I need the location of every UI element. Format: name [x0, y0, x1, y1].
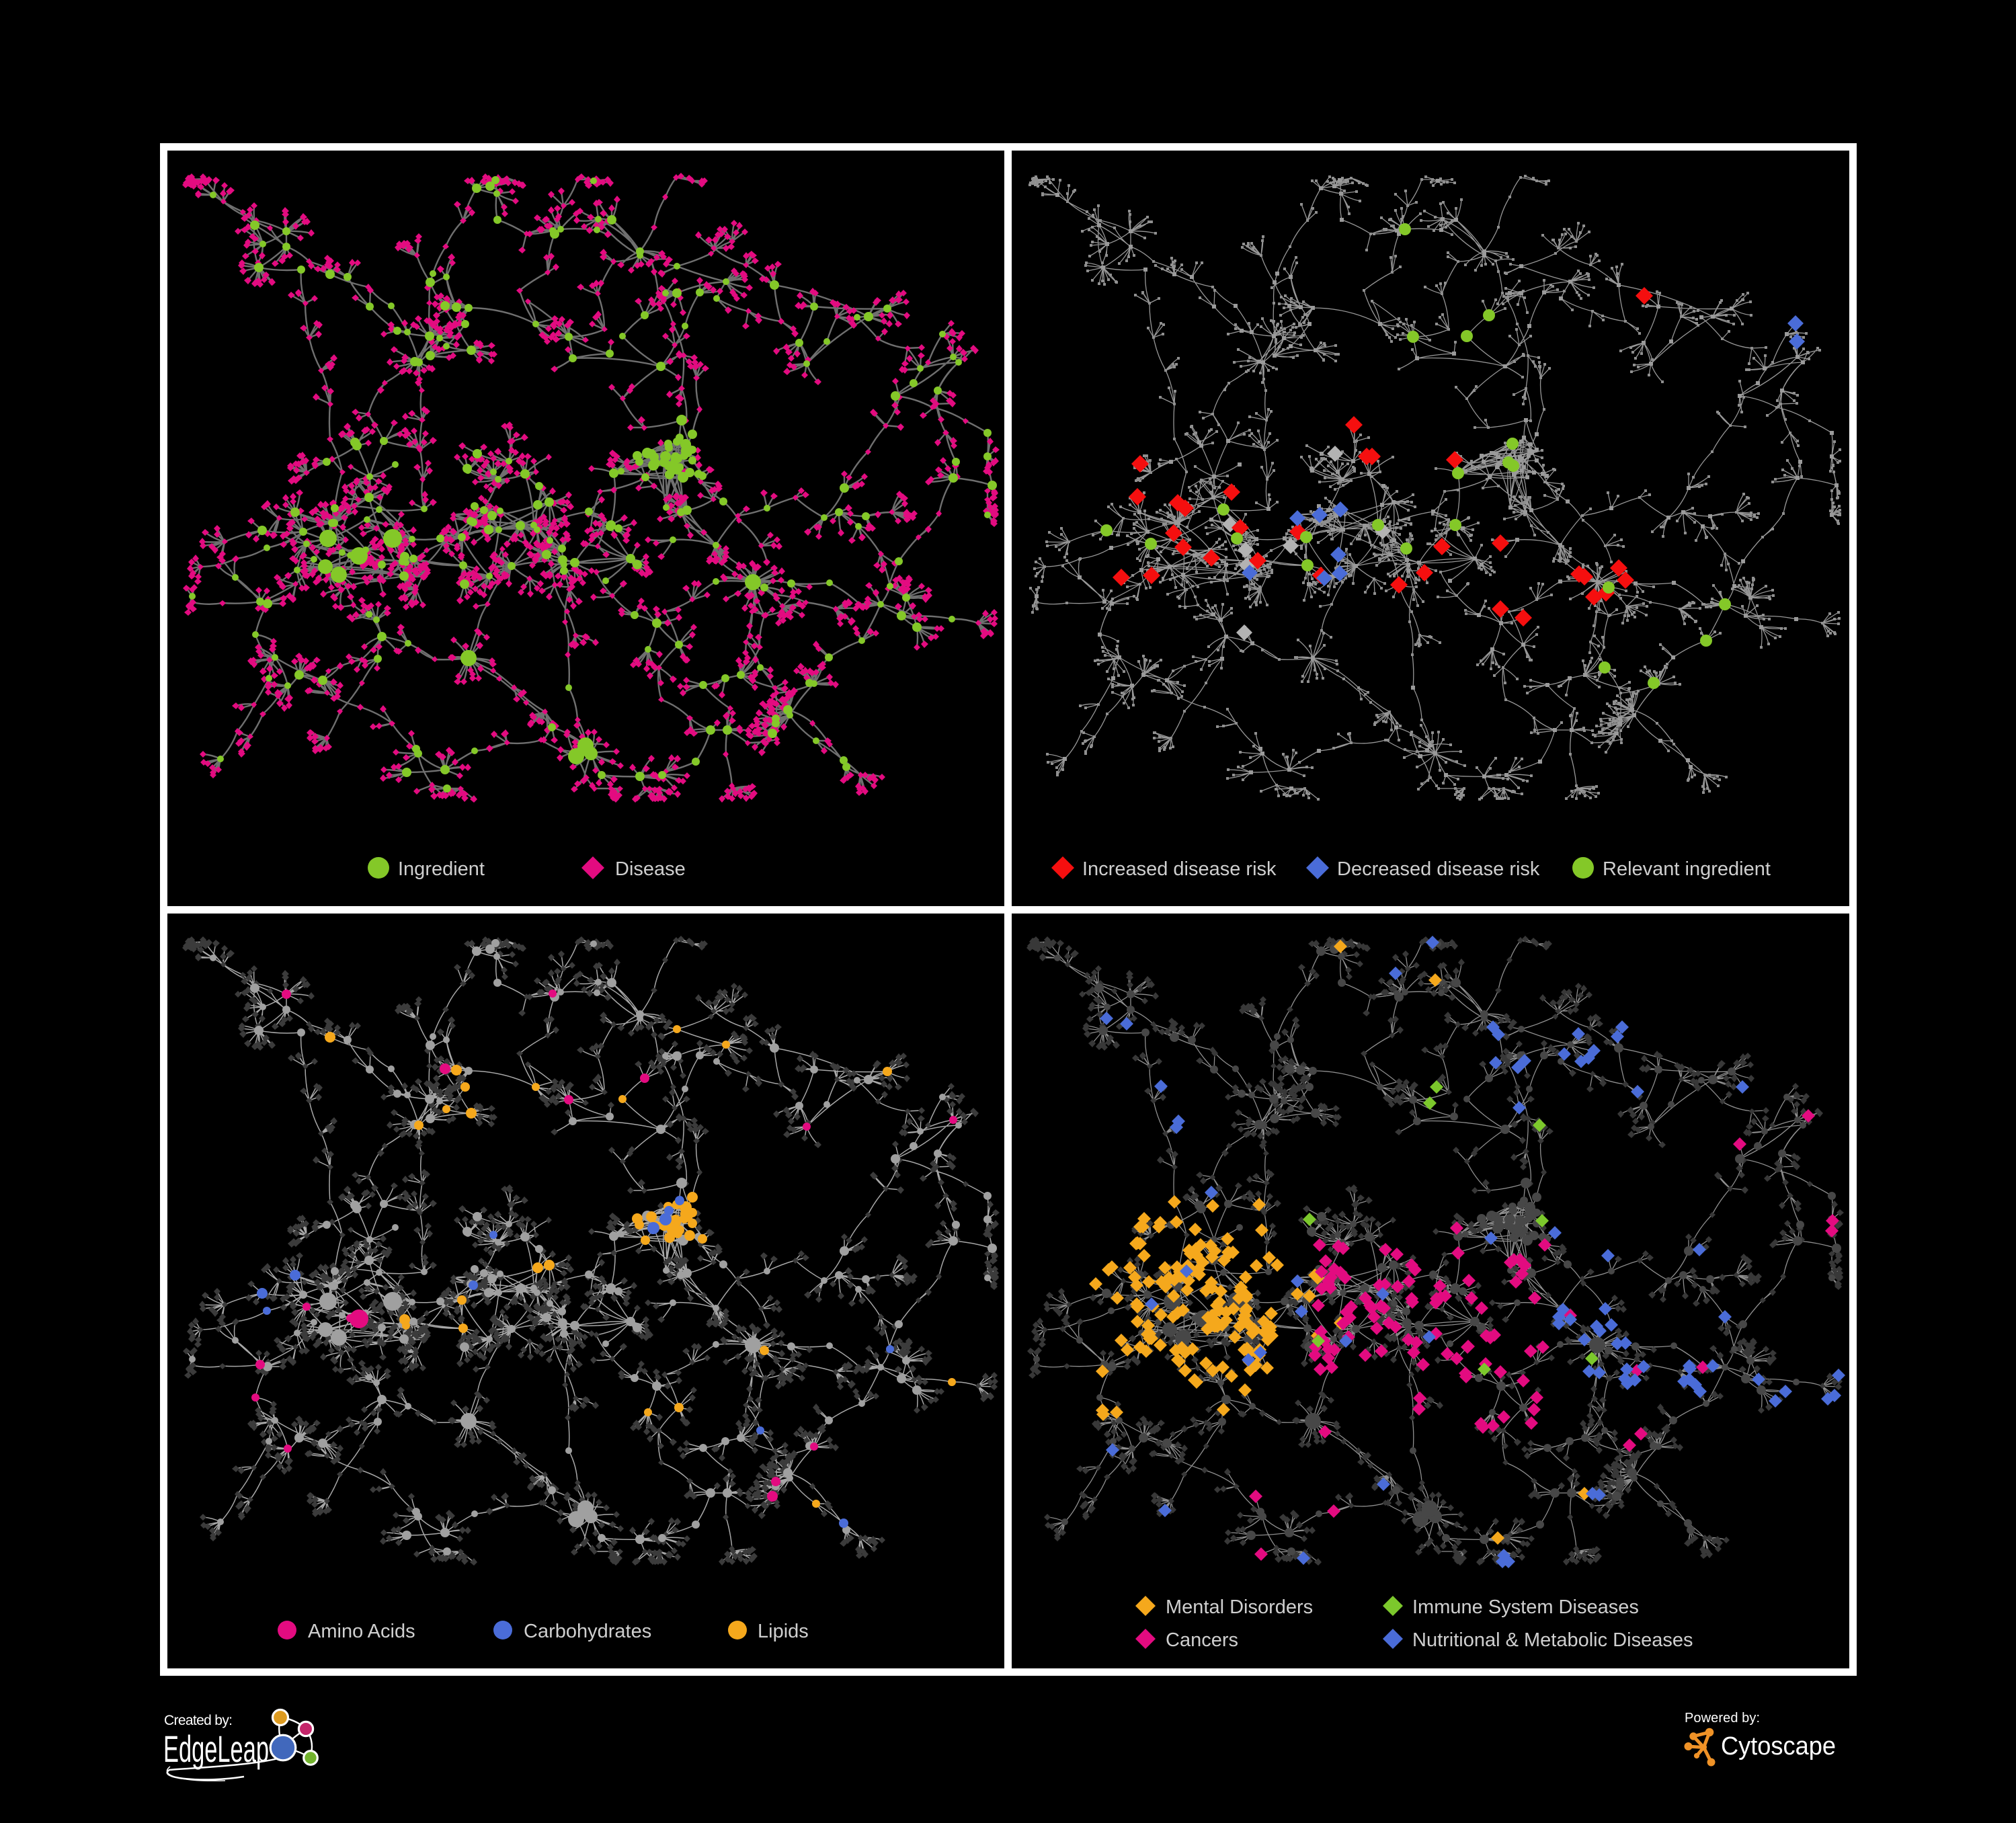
svg-text:Powered by:: Powered by: [1685, 1711, 1760, 1726]
svg-text:Ingredient: Ingredient [398, 858, 485, 880]
svg-text:Immune System Diseases: Immune System Diseases [1412, 1596, 1639, 1618]
svg-text:Nutritional & Metabolic Diseas: Nutritional & Metabolic Diseases [1412, 1629, 1693, 1651]
svg-text:Cytoscape: Cytoscape [1721, 1732, 1836, 1760]
svg-text:Amino Acids: Amino Acids [308, 1621, 415, 1642]
svg-text:Mental Disorders: Mental Disorders [1166, 1596, 1313, 1618]
svg-text:Relevant ingredient: Relevant ingredient [1603, 858, 1771, 880]
svg-text:Increased disease risk: Increased disease risk [1082, 858, 1277, 880]
svg-text:Created by:: Created by: [164, 1713, 233, 1728]
svg-text:Lipids: Lipids [758, 1621, 809, 1642]
svg-text:Carbohydrates: Carbohydrates [524, 1621, 651, 1642]
svg-text:EdgeLeap: EdgeLeap [163, 1728, 269, 1770]
svg-text:Disease: Disease [615, 858, 686, 880]
svg-text:Decreased disease risk: Decreased disease risk [1337, 858, 1540, 880]
svg-text:Cancers: Cancers [1166, 1629, 1238, 1651]
